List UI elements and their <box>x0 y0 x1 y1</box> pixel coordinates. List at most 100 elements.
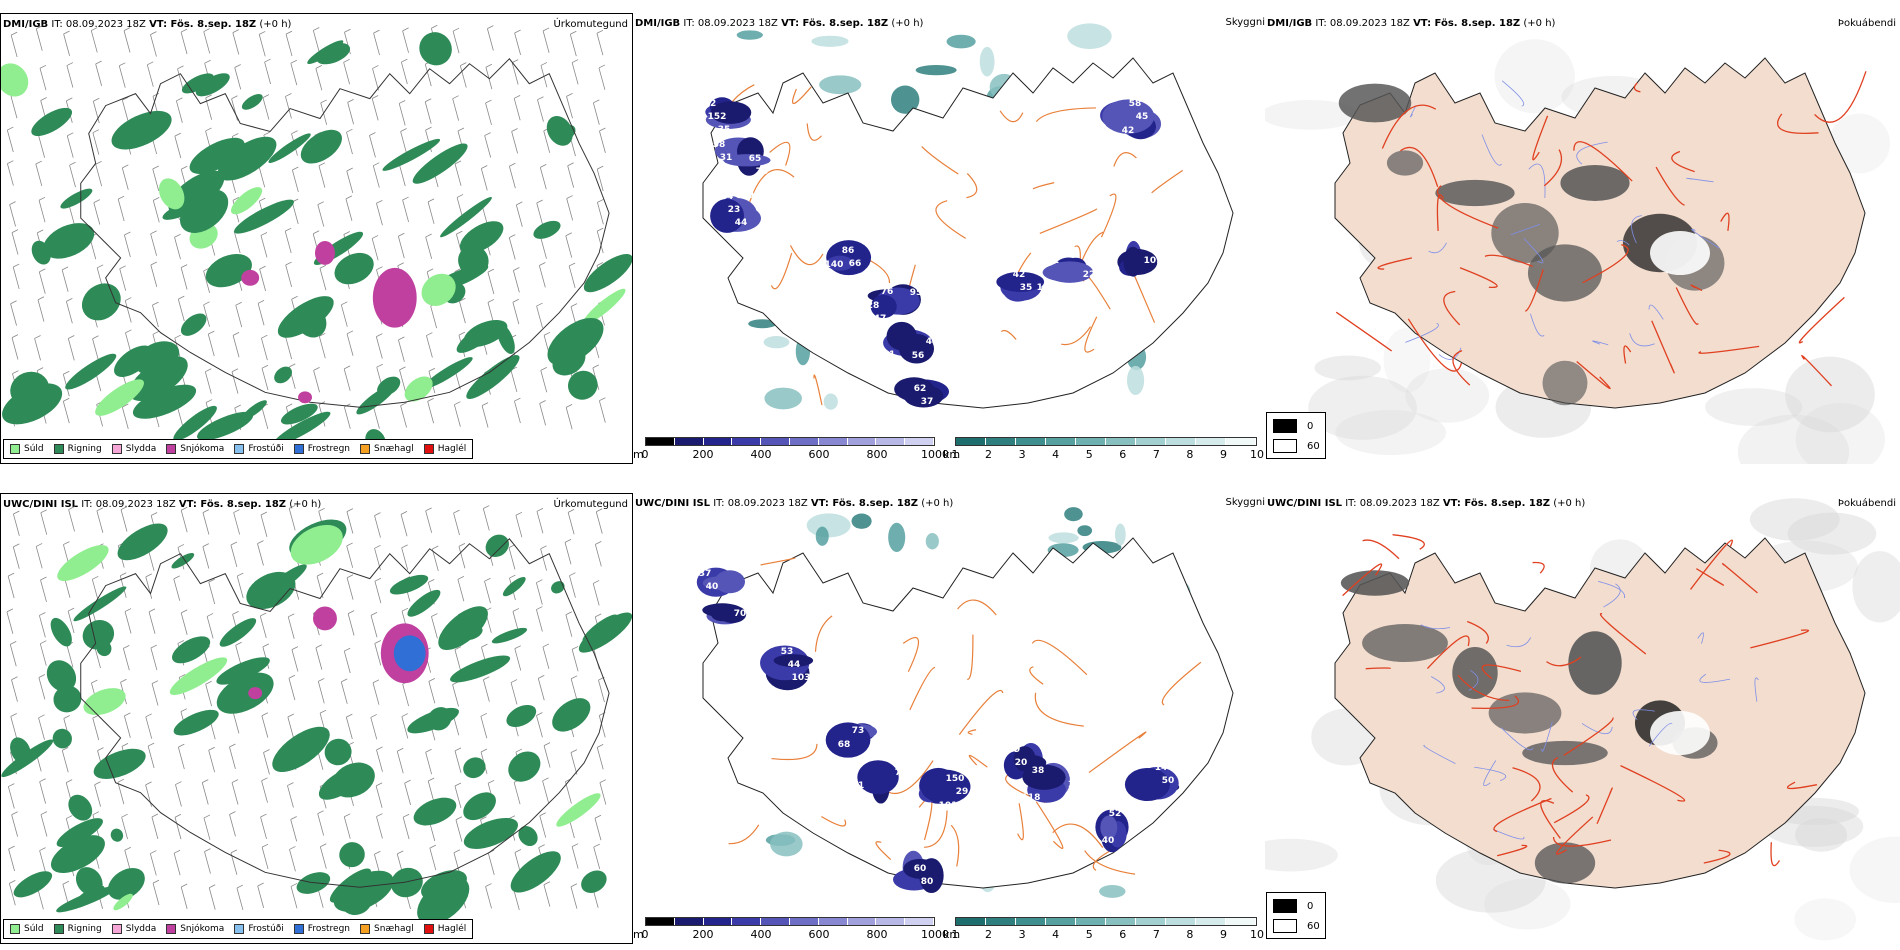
colorbar-unit: km <box>943 448 961 461</box>
panel-header: UWC/DINI ISL IT: 08.09.2023 18Z VT: Fös.… <box>1267 498 1586 509</box>
panel-title: Þokuábendi <box>1837 18 1896 29</box>
road <box>1031 639 1088 676</box>
road <box>1457 674 1510 702</box>
wind-barb <box>291 646 299 672</box>
rain-cell <box>463 319 508 347</box>
cloud-base-label: 18 <box>1068 780 1081 790</box>
wind-barb <box>290 59 298 86</box>
visibility-cell <box>815 526 829 546</box>
colorbar-tick: 7 <box>1152 448 1160 461</box>
wind-barb <box>257 882 265 909</box>
legend-item-frostúði: Frostúði <box>234 444 284 454</box>
cloud-base-label: 66 <box>849 259 862 269</box>
wind-barb <box>6 608 14 634</box>
road <box>1563 717 1614 756</box>
wind-barb <box>428 678 436 704</box>
wind-barb <box>570 749 578 775</box>
fog-sea-cell <box>1494 39 1575 114</box>
cloud-base-areas <box>696 567 1180 894</box>
wind-barb <box>396 747 404 774</box>
river <box>1483 760 1497 787</box>
rain-cell <box>197 411 254 441</box>
wind-barb <box>508 162 516 189</box>
river <box>1597 580 1625 599</box>
cloud-base-label: 61 <box>852 781 865 791</box>
rain-cell <box>324 738 352 766</box>
legend-item-rigning: Rigning <box>53 444 102 454</box>
rain-cell <box>68 794 93 821</box>
cloud-base-label: 37 <box>741 622 754 632</box>
cloud-base-label: 53 <box>781 647 794 657</box>
wind-barb <box>567 162 575 188</box>
wind-barb <box>40 811 48 837</box>
rain-cell <box>217 136 277 181</box>
legend-item-slydda: Slydda <box>111 444 156 454</box>
panel-header: DMI/IGB IT: 08.09.2023 18Z VT: Fös. 8.se… <box>1267 18 1556 29</box>
rain-cell <box>329 868 372 903</box>
colorbar-segment <box>1076 438 1106 445</box>
wind-barb <box>205 680 213 707</box>
rain-cell <box>110 828 124 842</box>
wind-barb <box>174 813 182 840</box>
road <box>958 689 1004 736</box>
fog-land-cell <box>1488 692 1562 734</box>
legend-item-haglél: Haglél <box>423 924 466 934</box>
cloud-panel-row1: DMI/IGB IT: 08.09.2023 18Z VT: Fös. 8.se… <box>633 13 1265 464</box>
road <box>1655 166 1685 206</box>
wind-barb <box>150 230 158 256</box>
wind-barb <box>372 162 380 188</box>
visibility-cell <box>1067 23 1112 49</box>
fog-land-cell <box>1386 150 1424 176</box>
visibility-cell <box>823 393 838 410</box>
legend-item-snjókoma: Snjókoma <box>166 444 224 454</box>
wind-barb <box>425 507 433 533</box>
wind-barb <box>318 332 326 359</box>
fog-sea-cell <box>1852 551 1900 623</box>
wind-barb <box>542 777 549 803</box>
cloud-base-label: 35 <box>1020 283 1033 293</box>
iceland-outline <box>80 538 610 888</box>
visibility-colorbar-row2: km 1 2 3 4 5 6 7 8 9 10 <box>943 914 1265 944</box>
road <box>1084 850 1136 875</box>
wind-barb <box>290 883 298 909</box>
river <box>1541 721 1553 752</box>
wind-barb <box>340 678 348 704</box>
wind-barb <box>402 680 410 707</box>
colorbar-tick: 1000 <box>921 928 949 941</box>
wind-barb <box>11 334 19 360</box>
wind-barb <box>427 198 435 224</box>
wind-barb <box>289 846 296 872</box>
wind-barb <box>61 266 69 292</box>
snow-cell <box>313 606 337 631</box>
visibility-cell <box>748 319 777 329</box>
wind-barb <box>9 201 16 227</box>
fog-sea-cell <box>1849 836 1900 903</box>
wind-barb <box>68 506 75 532</box>
cloud-base-cell <box>1013 746 1036 772</box>
legend-label: Frostregn <box>307 924 351 934</box>
road <box>1633 82 1641 93</box>
colorbar-unit: m <box>633 928 644 941</box>
cloud-base-label: 99 <box>742 191 755 201</box>
rain-cell <box>57 545 109 581</box>
fog-land-cell <box>1568 631 1622 695</box>
wind-barb <box>343 647 351 674</box>
rain-cell <box>117 523 168 561</box>
wind-barb <box>262 94 270 120</box>
rain-cell <box>583 253 632 293</box>
wind-barb <box>284 227 292 254</box>
wind-barb <box>376 199 383 226</box>
rain-cell <box>1 63 29 97</box>
legend-label: Frostúði <box>248 924 284 934</box>
wind-barb <box>343 403 351 429</box>
rain-cell <box>60 188 93 209</box>
road <box>1459 267 1498 288</box>
wind-barb <box>371 235 379 261</box>
road <box>921 146 959 175</box>
wind-barb <box>513 778 521 805</box>
wind-barb <box>598 712 606 738</box>
wind-barb <box>595 508 603 534</box>
road <box>999 110 1024 123</box>
wind-barb <box>208 884 216 910</box>
river <box>1428 242 1447 254</box>
